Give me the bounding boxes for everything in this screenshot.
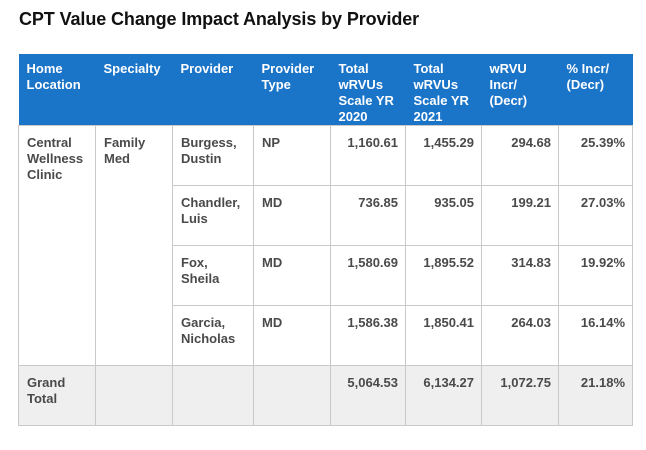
table-row: Garcia, Nicholas MD 1,586.38 1,850.41 264… [19, 305, 633, 366]
value-2020-cell: 1,580.69 [330, 245, 406, 306]
value-2020-cell: 1,160.61 [330, 125, 406, 186]
location-cell: Central Wellness Clinic [18, 125, 96, 366]
change-cell: 314.83 [481, 245, 559, 306]
provider-table: Home Location Specialty Provider Provider… [18, 54, 633, 426]
pct-cell: 25.39% [558, 125, 633, 186]
change-cell: 264.03 [481, 305, 559, 366]
table-row: Chandler, Luis MD 736.85 935.05 199.21 27… [19, 185, 633, 246]
total-pct-cell: 21.18% [558, 365, 633, 426]
empty-cell [172, 365, 254, 426]
col-specialty: Specialty [95, 54, 173, 126]
value-2021-cell: 935.05 [405, 185, 482, 246]
total-2020-cell: 5,064.53 [330, 365, 406, 426]
provider-type-cell: MD [253, 245, 331, 306]
pct-cell: 19.92% [558, 245, 633, 306]
specialty-cell: Family Med [95, 125, 173, 366]
pct-cell: 27.03% [558, 185, 633, 246]
provider-cell: Garcia, Nicholas [172, 305, 254, 366]
provider-cell: Burgess, Dustin [172, 125, 254, 186]
table-row: Central Wellness Clinic Family Med Burgess,… [18, 125, 633, 366]
value-2020-cell: 736.85 [330, 185, 406, 246]
col-provider-type: Provider Type [253, 54, 331, 126]
value-2021-cell: 1,895.52 [405, 245, 482, 306]
empty-cell [253, 365, 331, 426]
value-2021-cell: 1,850.41 [405, 305, 482, 366]
empty-cell [95, 365, 173, 426]
col-total-2021: Total wRVUs Scale YR 2021 [405, 54, 482, 126]
change-cell: 199.21 [481, 185, 559, 246]
value-2021-cell: 1,455.29 [405, 125, 482, 186]
value-2020-cell: 1,586.38 [330, 305, 406, 366]
total-change-cell: 1,072.75 [481, 365, 559, 426]
page-title: CPT Value Change Impact Analysis by Prov… [19, 9, 420, 29]
col-total-2020: Total wRVUs Scale YR 2020 [330, 54, 406, 126]
grand-total-row: Grand Total 5,064.53 6,134.27 1,072.75 21… [18, 365, 633, 426]
change-cell: 294.68 [481, 125, 559, 186]
provider-type-cell: MD [253, 185, 331, 246]
table-row: Fox, Sheila MD 1,580.69 1,895.52 314.83 1… [19, 245, 633, 306]
grand-total-label: Grand Total [18, 365, 96, 426]
col-wrvu-change: wRVU Incr/(Decr) [481, 54, 559, 126]
provider-cell: Chandler, Luis [172, 185, 254, 246]
header-row: Home Location Specialty Provider Provider… [18, 54, 633, 126]
pct-cell: 16.14% [558, 305, 633, 366]
col-home-location: Home Location [18, 54, 96, 126]
col-pct-change: % Incr/(Decr) [558, 54, 633, 126]
provider-type-cell: NP [253, 125, 331, 186]
total-2021-cell: 6,134.27 [405, 365, 482, 426]
provider-cell: Fox, Sheila [172, 245, 254, 306]
provider-type-cell: MD [253, 305, 331, 366]
col-provider: Provider [172, 54, 254, 126]
